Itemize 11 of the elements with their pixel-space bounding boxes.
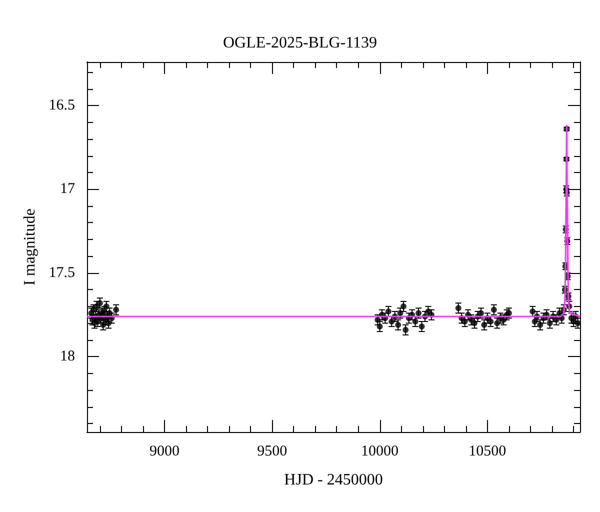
x-tick-label: 10000 [361, 444, 399, 460]
y-tick-label: 17 [60, 181, 76, 198]
y-tick-label: 16.5 [48, 98, 75, 114]
x-axis-title: HJD - 2450000 [284, 472, 383, 488]
x-tick-label: 10500 [468, 444, 506, 460]
x-tick-label: 9500 [257, 444, 288, 460]
chart-title: OGLE-2025-BLG-1139 [222, 34, 378, 52]
y-axis-title: I magnitude [21, 208, 38, 286]
y-tick-label: 17.5 [48, 264, 75, 281]
y-tick-label: 18 [60, 348, 75, 365]
x-tick-label: 9000 [150, 444, 180, 460]
